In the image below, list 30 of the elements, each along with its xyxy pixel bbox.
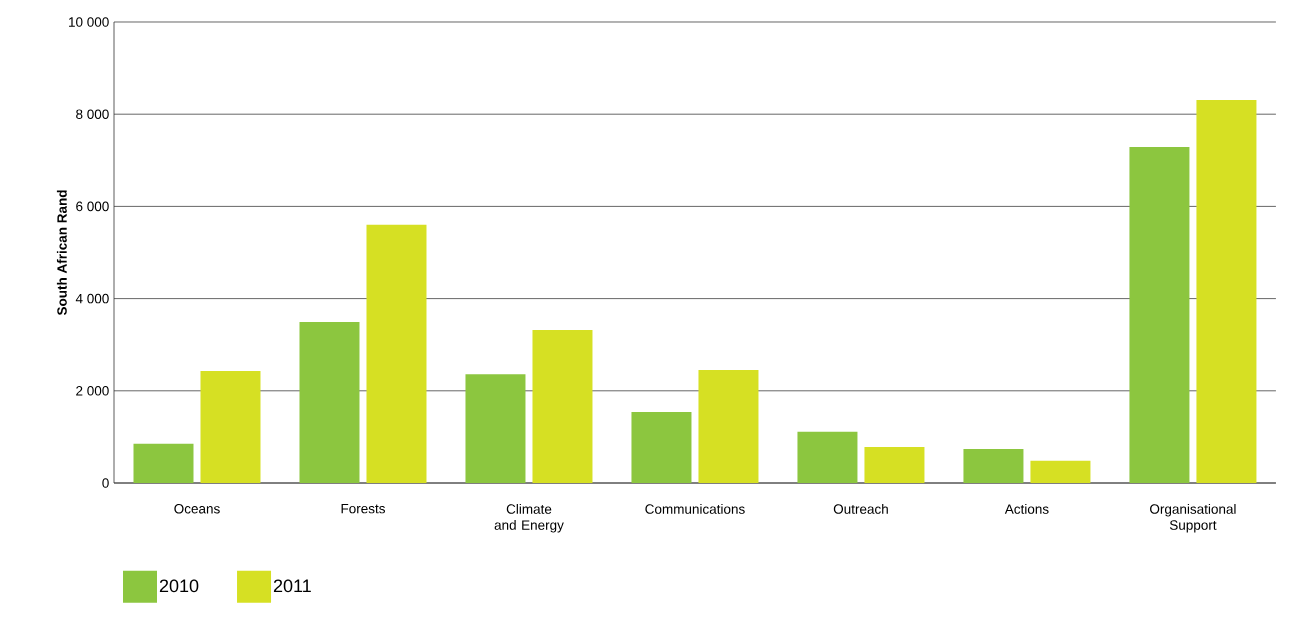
legend-label: 2010 — [159, 579, 199, 593]
y-axis-title: South African Rand — [56, 190, 67, 316]
bar — [1129, 146, 1190, 483]
y-tick-label: 2 000 — [76, 386, 109, 396]
x-tick-label: Outreach — [833, 503, 888, 514]
bar — [864, 447, 925, 483]
bar — [299, 322, 360, 483]
bar — [366, 224, 427, 483]
bar — [698, 370, 759, 483]
y-tick-label: 10 000 — [69, 17, 109, 27]
y-tick-label: 6 000 — [76, 201, 109, 212]
x-tick-label: Organisational Support — [1150, 503, 1236, 533]
bar — [133, 443, 194, 483]
bar — [963, 448, 1024, 483]
bar — [532, 329, 593, 483]
x-tick-label: Forests — [341, 503, 386, 514]
bar — [1196, 99, 1257, 483]
bar — [200, 370, 261, 483]
legend-label: 2011 — [273, 579, 311, 593]
x-tick-label: Actions — [1004, 503, 1049, 514]
x-tick-label: Climate and Energy — [494, 503, 564, 533]
x-tick-label: Communications — [645, 503, 745, 514]
bar — [465, 374, 526, 483]
y-tick-label: 4 000 — [75, 293, 109, 304]
bar — [631, 412, 692, 483]
x-tick-label: Oceans — [174, 503, 220, 514]
bar — [1030, 460, 1091, 483]
y-tick-label: 0 — [102, 478, 109, 488]
y-tick-label: 8 000 — [76, 109, 109, 119]
bar — [797, 431, 858, 483]
